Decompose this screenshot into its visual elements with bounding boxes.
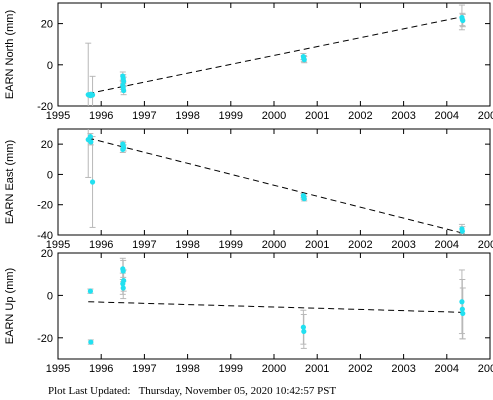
y-tick-label: -20 — [37, 101, 53, 113]
x-tick-label: 1996 — [89, 110, 113, 122]
x-tick-label: 1995 — [46, 363, 70, 375]
data-point — [301, 328, 307, 335]
x-tick-label: 1995 — [46, 110, 70, 122]
x-tick-label: 2005 — [478, 239, 493, 251]
trend-line — [88, 137, 465, 234]
x-tick-label: 2004 — [435, 363, 459, 375]
y-tick-label: -40 — [37, 230, 53, 242]
x-tick-label: 2001 — [305, 363, 329, 375]
y-tick-label: -20 — [37, 333, 53, 345]
data-point — [89, 179, 96, 185]
x-tick-label: 1995 — [46, 239, 70, 251]
x-tick-label: 1999 — [219, 239, 243, 251]
x-tick-label: 1997 — [132, 363, 156, 375]
chart-panel-1: 1995 1996 1997 1998 1999 2000 2001 2002 2003 2004… — [4, 2, 493, 122]
y-tick-label: 0 — [47, 169, 53, 181]
chart-panel-2: 1995 1996 1997 1998 1999 2000 2001 2002 2003 2004… — [4, 128, 493, 251]
x-tick-label: 2003 — [391, 363, 415, 375]
x-tick-label: 2000 — [262, 239, 286, 251]
trend-line — [88, 15, 465, 95]
x-tick-label: 1998 — [175, 363, 199, 375]
data-point — [459, 299, 465, 305]
data-point — [120, 268, 126, 274]
x-tick-label: 2003 — [391, 110, 415, 122]
x-tick-label: 1996 — [89, 363, 113, 375]
y-tick-label: 0 — [47, 290, 53, 302]
y-tick-label: 20 — [41, 139, 53, 151]
x-tick-label: 2002 — [348, 363, 372, 375]
data-point — [459, 228, 465, 234]
data-point — [300, 324, 306, 330]
x-tick-label: 2004 — [435, 110, 459, 122]
last-updated-value: Thursday, November 05, 2020 10:42:57 PST — [138, 385, 337, 397]
data-point — [460, 310, 466, 317]
data-point — [121, 87, 127, 94]
data-point — [89, 92, 96, 98]
y-axis-label: EARN Up (mm) — [4, 268, 16, 344]
data-point — [85, 137, 91, 143]
data-point — [460, 17, 466, 24]
data-point — [120, 281, 126, 287]
x-tick-label: 2001 — [305, 110, 329, 122]
data-point — [459, 306, 465, 312]
data-point — [301, 196, 307, 202]
x-tick-label: 2002 — [348, 110, 372, 122]
x-tick-label: 2000 — [262, 110, 286, 122]
data-point — [301, 57, 307, 63]
data-point — [120, 146, 126, 153]
trend-line — [88, 301, 465, 313]
x-tick-label: 1999 — [219, 363, 243, 375]
plot-marks — [85, 4, 466, 106]
x-tick-label: 2001 — [305, 239, 329, 251]
y-axis-label: EARN East (mm) — [4, 140, 16, 224]
x-tick-label: 2004 — [435, 239, 459, 251]
plot-marks — [87, 257, 466, 349]
x-tick-label: 1997 — [132, 239, 156, 251]
x-tick-label: 2002 — [348, 239, 372, 251]
x-tick-label: 2003 — [391, 239, 415, 251]
x-tick-label: 1998 — [175, 110, 199, 122]
data-point — [120, 285, 126, 291]
x-tick-label: 1998 — [175, 239, 199, 251]
y-tick-label: 20 — [41, 19, 53, 31]
x-tick-label: 1996 — [89, 239, 113, 251]
last-updated-footer: Plot Last Updated: Thursday, November 05… — [48, 385, 488, 397]
x-tick-label: 2005 — [478, 363, 493, 375]
y-tick-label: 0 — [47, 60, 53, 72]
y-tick-label: -20 — [37, 200, 53, 212]
chart-panel-3: 1995 1996 1997 1998 1999 2000 2001 2002 2003 2004… — [4, 248, 493, 375]
last-updated-label: Plot Last Updated: — [48, 385, 131, 397]
plot-marks — [85, 129, 466, 235]
data-point — [87, 288, 93, 294]
data-point — [88, 339, 94, 345]
data-point — [121, 78, 127, 84]
y-axis-label: EARN North (mm) — [4, 10, 16, 99]
x-tick-label: 1997 — [132, 110, 156, 122]
x-tick-label: 1999 — [219, 110, 243, 122]
y-tick-label: 20 — [41, 248, 53, 260]
x-tick-label: 2000 — [262, 363, 286, 375]
x-tick-label: 2005 — [478, 110, 493, 122]
data-point — [85, 92, 91, 98]
